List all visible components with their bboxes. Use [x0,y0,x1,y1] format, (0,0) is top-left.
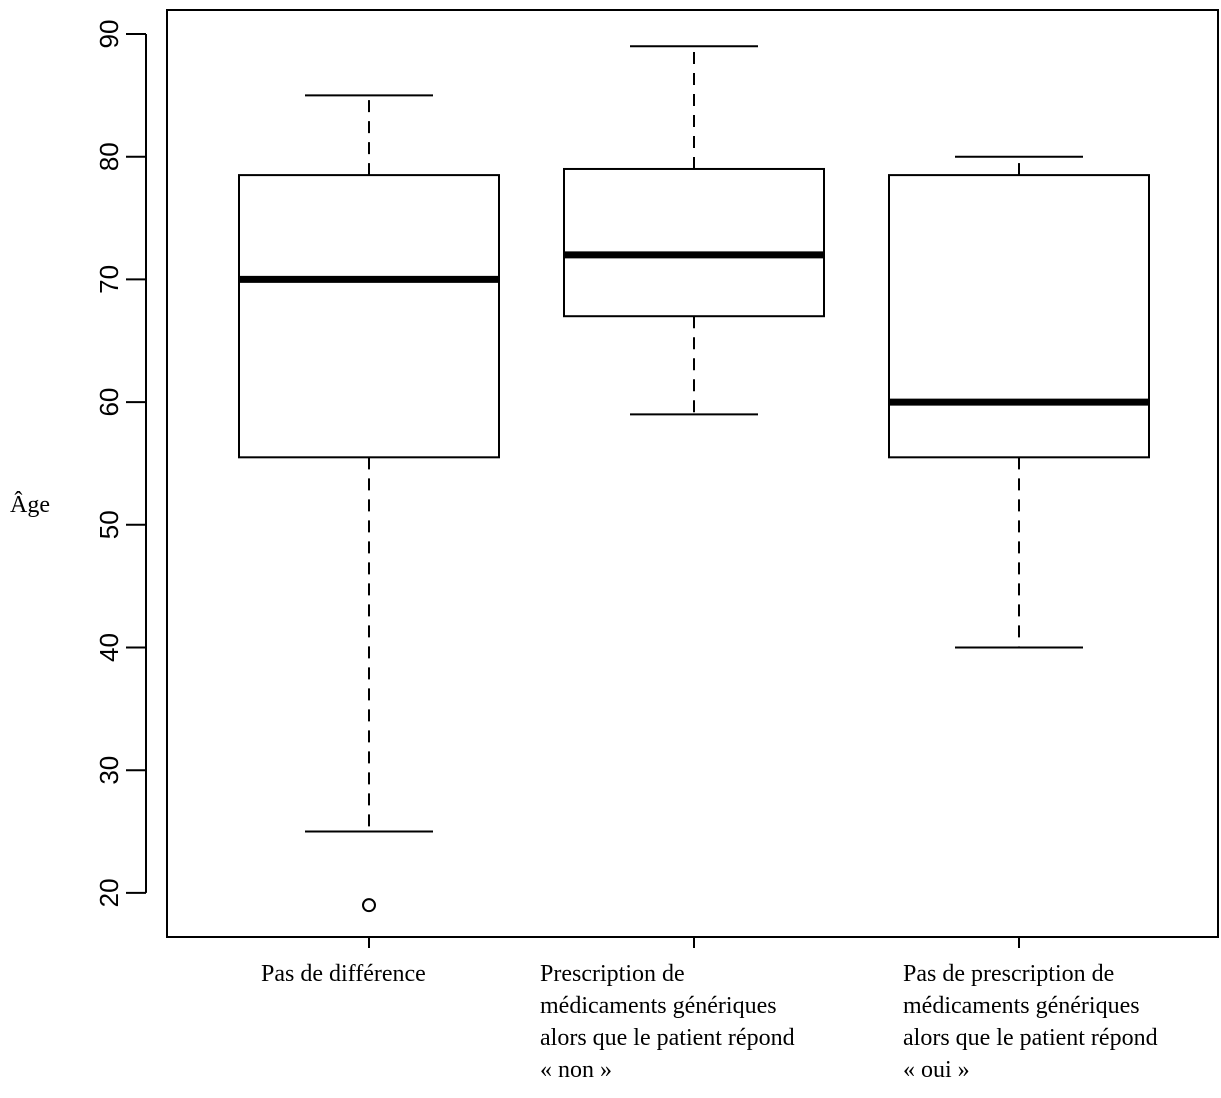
y-tick-label: 60 [94,388,124,417]
outlier-point [362,898,376,913]
y-tick-label: 40 [94,633,124,662]
iqr-box [563,167,825,318]
x-axis [368,937,1020,948]
plot-frame [166,9,1219,938]
box-3 [888,155,1150,649]
y-axis: 20 30 40 50 60 70 80 90 [94,20,147,907]
x-category-label-line: alors que le patient répond [540,1025,795,1051]
y-tick-label: 20 [94,878,124,907]
box-2 [563,45,825,416]
x-category-label-line: Pas de prescription de [903,961,1115,987]
x-category-label: Prescription de médicaments génériques alo… [540,958,795,1086]
x-category-label-line: Prescription de [540,961,685,987]
y-tick-label: 50 [94,510,124,539]
x-category-label-line: alors que le patient répond [903,1025,1158,1051]
x-category-label-line: médicaments génériques [540,993,777,1019]
x-category-label-line: Pas de différence [261,961,426,987]
x-category-label-line: médicaments génériques [903,993,1140,1019]
x-category-label-line: « non » [540,1057,612,1083]
iqr-box [888,174,1150,459]
y-tick-label: 70 [94,265,124,294]
x-category-label: Pas de différence [261,958,426,990]
y-axis-label: Âge [10,492,50,518]
x-category-label-line: « oui » [903,1057,970,1083]
y-tick-label: 90 [94,20,124,49]
iqr-box [238,174,500,459]
x-category-label: Pas de prescription de médicaments généri… [903,958,1158,1086]
y-tick-label: 30 [94,756,124,785]
y-tick-label: 80 [94,142,124,171]
boxes-group [238,45,1150,913]
box-1 [238,94,500,913]
